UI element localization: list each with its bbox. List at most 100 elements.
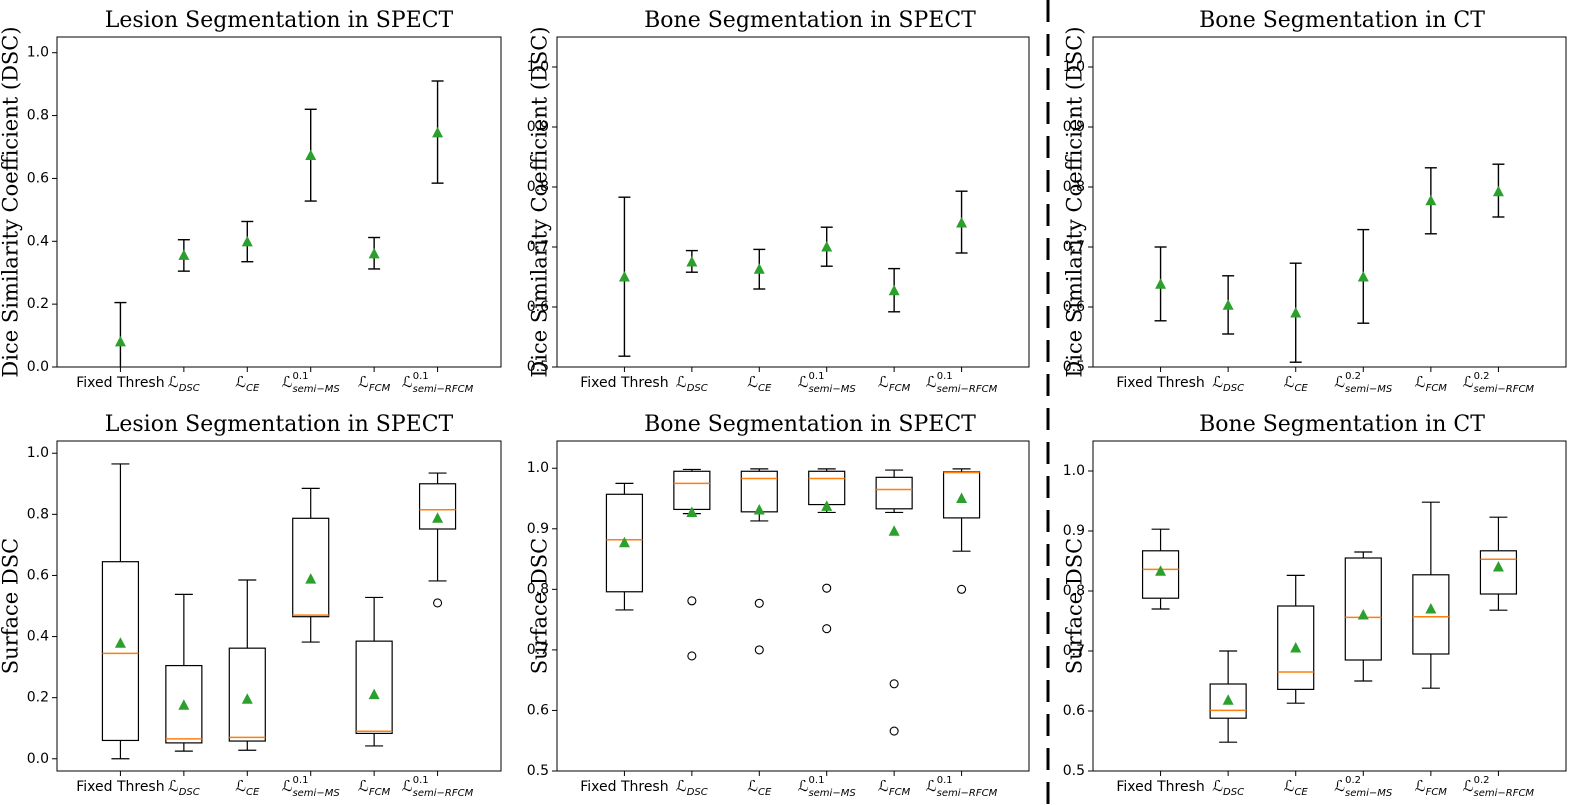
- y-tick-label: 0.5: [1063, 359, 1085, 375]
- x-tick-superscript: 0.1: [413, 775, 429, 786]
- y-tick-label: 0.8: [527, 581, 549, 597]
- x-tick-main: ℒ: [1212, 373, 1223, 391]
- y-tick-label: 0.8: [27, 506, 49, 522]
- x-tick-superscript: 0.2: [1345, 775, 1361, 786]
- outlier-point: [822, 583, 832, 593]
- x-tick-label: ℒ0.1 semi−RFCM: [926, 371, 998, 395]
- chart-title: Lesion Segmentation in SPECT: [105, 412, 454, 437]
- mean-marker: [686, 256, 698, 267]
- x-tick-label: ℒ0.1 semi−MS: [798, 371, 857, 395]
- mean-marker: [1425, 603, 1437, 614]
- mean-marker: [1425, 194, 1437, 206]
- mean-marker: [618, 271, 630, 282]
- x-tick-label: ℒFCM: [1415, 777, 1448, 798]
- x-tick-label: ℒDSC: [1212, 777, 1244, 798]
- y-axis-label: Surface DSC: [1063, 538, 1087, 674]
- mean-marker: [241, 693, 253, 704]
- x-tick-main: ℒ: [282, 373, 293, 391]
- x-tick-main: ℒ: [1284, 777, 1295, 795]
- y-tick-label: 0.6: [1063, 299, 1085, 315]
- plot-frame: [56, 440, 502, 772]
- x-tick-main: ℒ: [878, 777, 889, 795]
- mean-marker: [956, 217, 968, 228]
- box: [1141, 550, 1180, 599]
- x-tick-main: Fixed Thresh: [76, 779, 164, 795]
- x-tick-label: ℒDSC: [1212, 373, 1244, 394]
- y-tick-label: 0.9: [1063, 119, 1085, 135]
- x-tick-label: ℒ0.1 semi−MS: [798, 775, 857, 799]
- x-tick-label: ℒDSC: [168, 373, 200, 394]
- x-tick-superscript: 0.1: [937, 775, 953, 786]
- x-tick-superscript: 0.2: [1345, 371, 1361, 382]
- chart-title: Bone Segmentation in CT: [1199, 412, 1485, 437]
- x-tick-label: ℒFCM: [878, 777, 911, 798]
- x-tick-main: ℒ: [1284, 373, 1295, 391]
- x-tick-label: ℒCE: [747, 373, 772, 394]
- y-axis-label: Surface DSC: [528, 538, 552, 674]
- x-tick-subscript: FCM: [369, 787, 391, 798]
- x-tick-label: ℒCE: [1284, 777, 1309, 798]
- x-tick-label: ℒFCM: [358, 373, 391, 394]
- box: [292, 517, 330, 618]
- y-tick-label: 0.6: [27, 567, 49, 583]
- x-tick-main: ℒ: [168, 777, 179, 795]
- y-axis-label: Dice Similarity Coefficient (DSC): [0, 26, 23, 377]
- x-tick-main: ℒ: [282, 777, 293, 795]
- x-tick-main: ℒ: [1463, 777, 1474, 795]
- chart-title: Bone Segmentation in CT: [1199, 8, 1485, 33]
- box: [808, 470, 846, 506]
- y-tick-label: 0.7: [1063, 239, 1085, 255]
- x-tick-main: ℒ: [676, 373, 687, 391]
- plot-frame: [1092, 440, 1567, 772]
- mean-marker: [1155, 278, 1167, 289]
- x-tick-label: ℒ0.1 semi−MS: [282, 371, 341, 395]
- y-tick-label: 0.8: [527, 179, 549, 195]
- plot-frame: [56, 36, 502, 368]
- outlier-point: [687, 596, 697, 606]
- y-tick-label: 0.4: [27, 629, 49, 645]
- plot-frame: [556, 440, 1030, 772]
- x-tick-main: ℒ: [168, 373, 179, 391]
- mean-marker: [368, 247, 380, 259]
- x-tick-subscript: DSC: [687, 787, 708, 798]
- x-tick-main: ℒ: [747, 373, 758, 391]
- x-tick-label: Fixed Thresh: [1116, 779, 1204, 795]
- x-tick-subscript: FCM: [889, 383, 911, 394]
- x-tick-main: Fixed Thresh: [1116, 375, 1204, 391]
- x-tick-label: ℒDSC: [676, 373, 708, 394]
- x-tick-main: ℒ: [1334, 777, 1345, 795]
- x-tick-subscript: DSC: [1223, 383, 1244, 394]
- outlier-point: [889, 726, 899, 736]
- x-tick-label: Fixed Thresh: [1116, 375, 1204, 391]
- panel-bottom-right: Bone Segmentation in CT Surface DSC 0.5 0.6…: [1063, 412, 1567, 799]
- x-tick-label: ℒDSC: [168, 777, 200, 798]
- box: [1277, 605, 1315, 691]
- mean-marker: [241, 235, 253, 247]
- mean-marker: [1222, 694, 1234, 705]
- x-tick-subscript: CE: [1294, 383, 1308, 394]
- x-tick-superscript: 0.2: [1474, 371, 1490, 382]
- mean-marker: [1222, 299, 1234, 310]
- x-tick-subscript: DSC: [179, 787, 200, 798]
- outlier-point: [822, 624, 832, 634]
- x-tick-subscript: CE: [246, 787, 260, 798]
- y-tick-label: 1.0: [527, 460, 549, 476]
- x-tick-label: Fixed Thresh: [76, 779, 164, 795]
- chart-title: Bone Segmentation in SPECT: [644, 8, 976, 33]
- box: [355, 640, 393, 735]
- chart-title: Lesion Segmentation in SPECT: [105, 8, 454, 33]
- x-tick-main: ℒ: [402, 777, 413, 795]
- plot-frame: [556, 36, 1030, 368]
- y-tick-label: 0.2: [27, 690, 49, 706]
- mean-marker: [821, 241, 833, 252]
- x-tick-main: ℒ: [926, 777, 937, 795]
- x-tick-subscript: CE: [246, 383, 260, 394]
- x-tick-subscript: DSC: [179, 383, 200, 394]
- mean-marker: [368, 688, 380, 700]
- mean-marker: [305, 573, 317, 584]
- box: [1344, 557, 1382, 661]
- x-tick-main: ℒ: [747, 777, 758, 795]
- y-tick-label: 0.9: [527, 521, 549, 537]
- x-tick-subscript: CE: [758, 383, 772, 394]
